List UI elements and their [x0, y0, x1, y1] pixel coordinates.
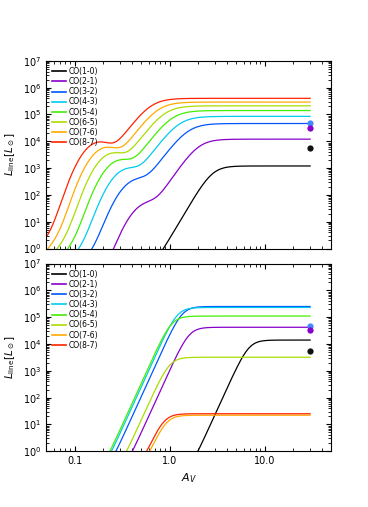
Legend: CO(1-0), CO(2-1), CO(3-2), CO(4-3), CO(5-4), CO(6-5), CO(7-6), CO(8-7): CO(1-0), CO(2-1), CO(3-2), CO(4-3), CO(5…	[50, 267, 101, 352]
Y-axis label: $L_{\rm line}[L_\odot]$: $L_{\rm line}[L_\odot]$	[3, 133, 17, 176]
Legend: CO(1-0), CO(2-1), CO(3-2), CO(4-3), CO(5-4), CO(6-5), CO(7-6), CO(8-7): CO(1-0), CO(2-1), CO(3-2), CO(4-3), CO(5…	[50, 65, 101, 149]
Y-axis label: $L_{\rm line}[L_\odot]$: $L_{\rm line}[L_\odot]$	[3, 336, 17, 379]
X-axis label: $A_V$: $A_V$	[181, 472, 197, 485]
